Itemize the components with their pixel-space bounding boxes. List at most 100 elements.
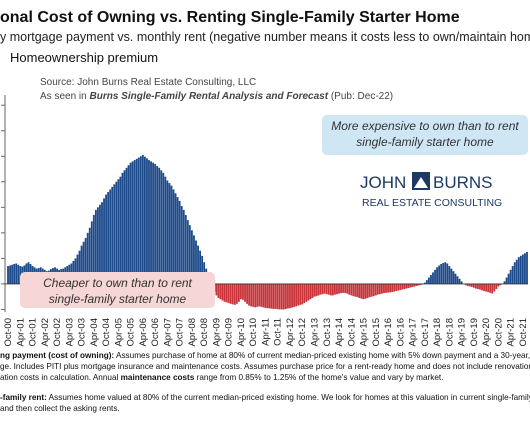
bar (219, 283, 222, 300)
x-tick-label: Oct-03 (77, 318, 88, 347)
bar (154, 163, 157, 284)
bar (256, 283, 259, 307)
bar (440, 264, 443, 284)
bar (464, 283, 467, 286)
bar (452, 271, 455, 284)
x-tick-label: Oct-20 (493, 318, 504, 347)
bar (217, 283, 220, 298)
x-tick-label: Oct-07 (175, 318, 186, 347)
bar (479, 283, 481, 290)
bar (227, 283, 230, 304)
bar (311, 283, 314, 298)
logo-text: BURNS (433, 173, 493, 192)
bar (172, 189, 175, 284)
bar (92, 214, 95, 284)
bar (156, 165, 159, 284)
bar (129, 162, 132, 284)
bar (325, 283, 328, 295)
bar (262, 283, 265, 308)
text-run: Burns Single-Family Rental Analysis and … (89, 91, 328, 102)
bar (278, 283, 281, 310)
bar (507, 273, 510, 284)
bar (141, 154, 144, 284)
logo-text: JOHN (360, 173, 406, 192)
bar (301, 283, 304, 305)
bar (221, 283, 224, 301)
x-tick-label: Oct-14 (346, 318, 357, 347)
bar (82, 241, 85, 284)
bar (495, 283, 498, 290)
x-tick-label: Oct-04 (101, 318, 112, 347)
source: Source: John Burns Real Estate Consultin… (40, 77, 256, 88)
footnote: ng payment (cost of owning): Assumes pur… (0, 351, 530, 360)
x-tick-label: Apr-04 (89, 318, 100, 347)
bar (405, 283, 408, 289)
bar (513, 262, 516, 284)
bar (133, 160, 136, 284)
bar (78, 250, 81, 284)
bar (280, 283, 283, 310)
bar (119, 176, 122, 284)
bar (197, 245, 199, 284)
x-tick-label: Apr-20 (481, 318, 492, 347)
bar (113, 184, 116, 284)
bar (472, 283, 475, 288)
text-run: ation costs in calculation. Annual (0, 373, 121, 382)
x-tick-label: Apr-02 (40, 318, 51, 347)
bar (331, 283, 334, 296)
x-tick-label: Oct-05 (126, 318, 137, 347)
bar (17, 264, 20, 284)
annotation-box (20, 272, 215, 308)
x-tick-label: Apr-06 (138, 318, 149, 347)
bar (223, 283, 226, 302)
bar (184, 214, 187, 284)
bar (148, 160, 150, 284)
text-run: Assumes purchase of home at 80% of curre… (114, 351, 530, 360)
bar (499, 283, 502, 286)
bar (323, 283, 326, 294)
x-tick-label: Oct-17 (420, 318, 431, 347)
bar (466, 283, 469, 286)
bar (389, 283, 392, 293)
text-run: As seen in (40, 91, 89, 102)
bar (397, 283, 400, 291)
bar (150, 161, 152, 284)
bar (334, 283, 336, 295)
bar (352, 283, 355, 297)
bar (237, 283, 240, 302)
bar (460, 281, 463, 284)
bar (519, 255, 522, 284)
bar (272, 283, 275, 309)
x-tick-label: Oct-13 (322, 318, 333, 347)
bar (107, 192, 110, 284)
bar (299, 283, 302, 305)
bar (90, 221, 93, 284)
bar (515, 259, 518, 284)
bar (401, 283, 404, 290)
annotation-box (322, 115, 528, 155)
bar (252, 283, 255, 307)
footnote: -family rent: Assumes home valued at 80%… (0, 393, 530, 402)
x-tick-label: Oct-08 (199, 318, 210, 347)
bar (111, 186, 114, 284)
x-tick-label: Oct-00 (3, 318, 14, 347)
bar (258, 283, 261, 307)
bar (99, 204, 101, 284)
bar (407, 283, 410, 289)
bar (438, 265, 441, 284)
x-tick-label: Apr-12 (285, 318, 296, 347)
bar (254, 283, 257, 308)
bar (346, 283, 349, 294)
bar (103, 198, 105, 284)
bar (195, 240, 197, 284)
text-run: (Pub: Dec-22) (328, 91, 393, 102)
footnote: ge. Includes PITI plus mortgage insuranc… (0, 362, 530, 371)
x-tick-label: Apr-05 (113, 318, 124, 347)
bar (74, 258, 77, 284)
logo: JOHN BURNS REAL ESTATE CONSULTING (360, 172, 502, 209)
bar (215, 283, 218, 296)
bar (309, 283, 312, 300)
bar (354, 283, 357, 297)
bar (180, 206, 183, 284)
x-tick-label: Oct-15 (371, 318, 382, 347)
